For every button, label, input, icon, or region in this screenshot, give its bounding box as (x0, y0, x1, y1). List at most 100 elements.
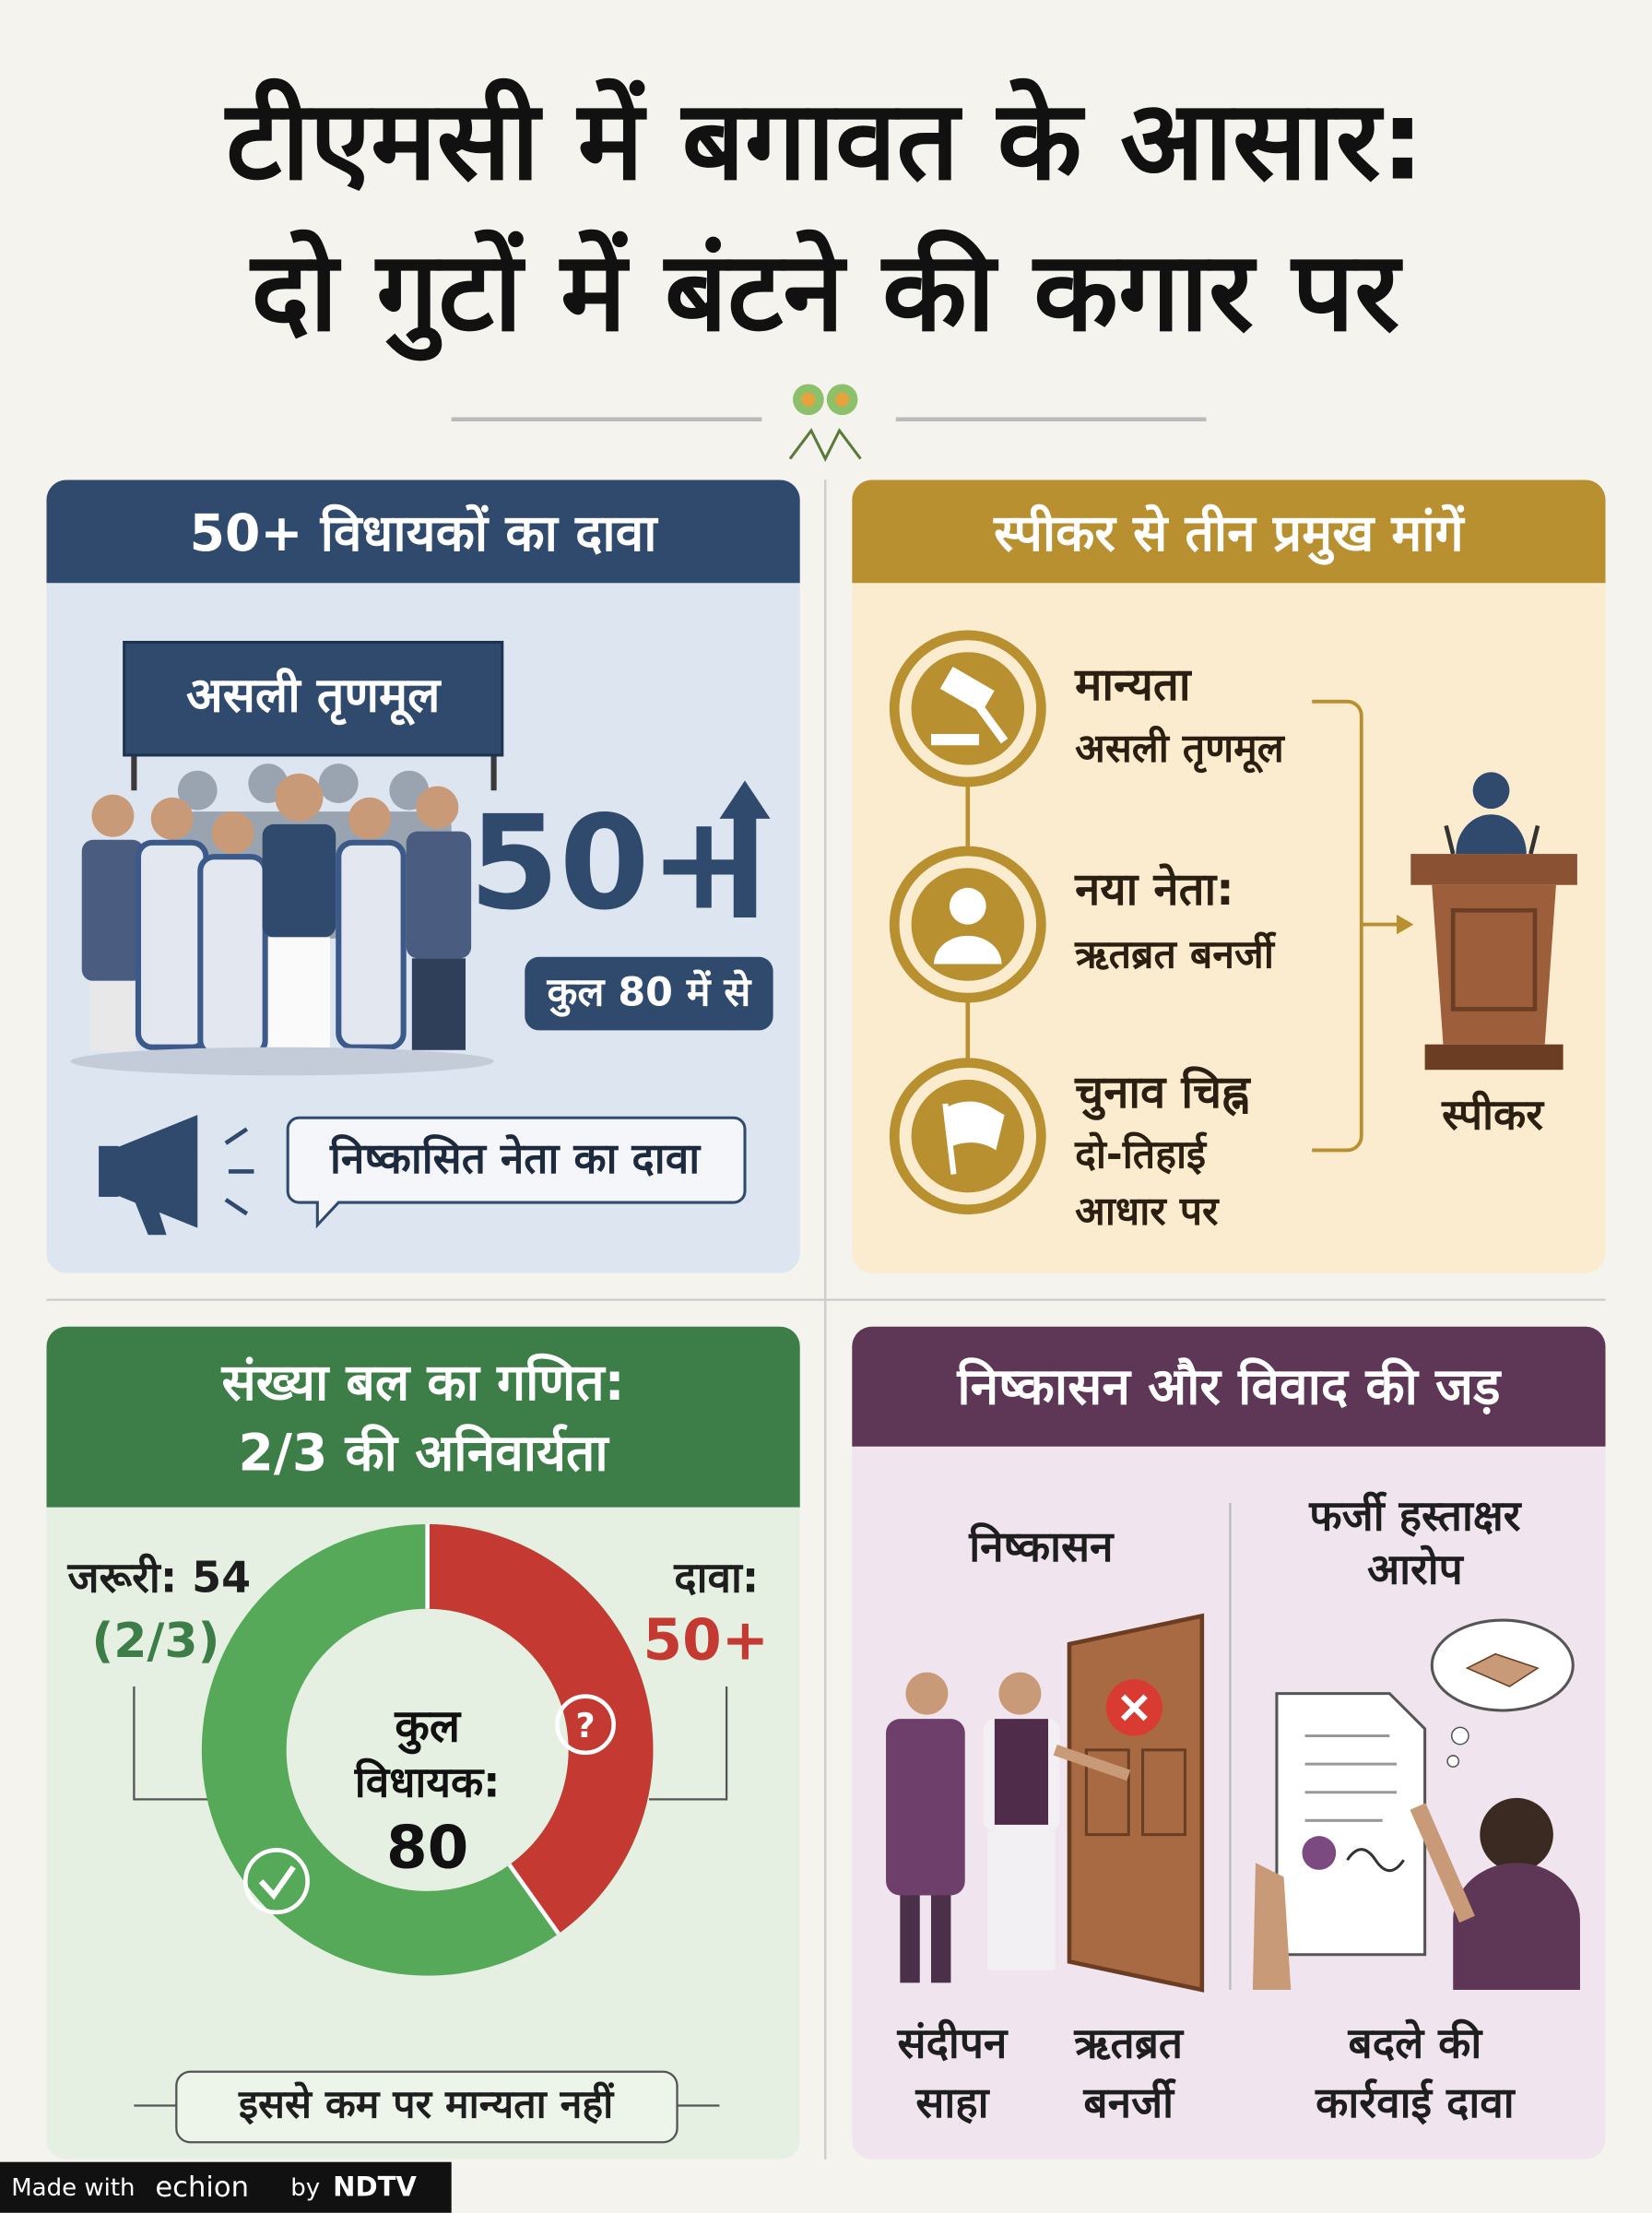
podium-part (1424, 1044, 1564, 1071)
leaders-part (81, 839, 145, 981)
accuser-part (1480, 1797, 1553, 1872)
title-line: दो गुटों में बंटने की कगार पर (249, 228, 1403, 361)
accuser (1410, 1797, 1580, 1990)
up-arrow (719, 780, 771, 917)
banner-text: असली तृणमूल (186, 668, 442, 727)
figure-note: कुल 80 में से (547, 969, 753, 1018)
megaphone-part (99, 1145, 119, 1197)
expelled-leaders-part (987, 1831, 1056, 1970)
podium-part (1432, 884, 1556, 1045)
accuser-part (1453, 1863, 1580, 1990)
accuser-part (1410, 1803, 1475, 1923)
divider-part (801, 392, 816, 407)
claim-value: 50+ (643, 1608, 769, 1674)
claim-panel-part (123, 640, 504, 757)
leaders-part (336, 839, 407, 1050)
demand-icon-part (939, 667, 995, 713)
demands-panel-part (852, 479, 1606, 1273)
podium-part (1456, 814, 1527, 855)
podium-part (1444, 824, 1456, 855)
panel-heading: संख्या बल का गणित: (221, 1353, 625, 1412)
required-label: जरूरी: 54 (66, 1553, 251, 1603)
expelled-leaders-part (900, 1895, 920, 1983)
note-box (525, 956, 773, 1031)
door-part (1067, 1613, 1205, 1993)
demand-text: ऋतब्रत बनर्जी (1074, 930, 1277, 977)
target-label: स्पीकर (1441, 1090, 1545, 1140)
footer-brand: echion (155, 2172, 249, 2204)
document-part (1346, 1848, 1405, 1873)
leaders-part (416, 786, 459, 829)
megaphone-part (224, 1127, 254, 1216)
megaphone (99, 1115, 254, 1236)
footer: Made with echion by NDTV (0, 2161, 452, 2213)
demand-title: नया नेता: (1074, 863, 1234, 916)
demand-icon-part (934, 935, 1002, 964)
big-figure: 50+ (469, 788, 759, 940)
person-name: ऋतब्रत (1073, 2018, 1185, 2068)
divider-part (834, 392, 850, 407)
megaphone-part (134, 1200, 167, 1236)
footer-part (0, 2161, 452, 2213)
donut-part (555, 1694, 616, 1756)
demand-icon-part (949, 887, 986, 925)
expelled-leaders-part (1053, 1745, 1131, 1781)
column-title: फर्जी हस्ताक्षर (1308, 1490, 1522, 1540)
caption: बदले की (1348, 2018, 1484, 2068)
thought-bubble (1430, 1618, 1575, 1768)
podium (1410, 772, 1577, 1071)
column-title: निष्कासन (968, 1521, 1115, 1571)
panel-heading: 50+ विधायकों का दावा (190, 503, 659, 562)
demands-panel: स्पीकर से तीन प्रमुख मांगें मान्यता असली… (852, 479, 1606, 1273)
divider (451, 384, 1207, 463)
required-fraction: (2/3) (91, 1614, 219, 1669)
document-part (1275, 1692, 1427, 1957)
door-part (1084, 1748, 1130, 1837)
claim-panel-part (46, 479, 800, 584)
megaphone-part (110, 1115, 198, 1228)
door-part (1141, 1748, 1186, 1837)
footer-partner: NDTV (333, 2172, 417, 2203)
panel-heading: निष्कासन और विवाद की जड़ (956, 1357, 1502, 1416)
donut-part (507, 1864, 560, 1935)
door (1067, 1613, 1205, 1993)
expelled-leaders-part (994, 1719, 1049, 1825)
divider-part (788, 428, 862, 463)
center-label: कुल (394, 1699, 462, 1754)
donut-part (258, 1865, 296, 1900)
demand-icon (889, 630, 1046, 787)
leaders-part (89, 980, 136, 1052)
crowd-part (177, 770, 218, 811)
leaders-part (135, 839, 209, 1050)
donut-part (427, 1523, 654, 1935)
door-part (1120, 1694, 1148, 1722)
expulsion-panel-part (852, 1326, 1606, 1447)
title-line: टीएमसी में बगावत के आसार: (224, 77, 1424, 206)
demand-title: मान्यता (1074, 658, 1193, 711)
math-footer: इससे कम पर मान्यता नहीं (238, 2080, 615, 2127)
donut-part (242, 1848, 310, 1915)
podium-part (1528, 824, 1540, 855)
panel-heading: 2/3 की अनिवार्यता (239, 1424, 610, 1483)
leaders-part (406, 831, 472, 959)
expelled-leaders (886, 1672, 1131, 1983)
demand-icon-part (942, 1103, 957, 1175)
math-panel-part (46, 1326, 800, 2160)
demand-text: आधार पर (1075, 1189, 1220, 1235)
demand-title: चुनाव चिह्न (1074, 1066, 1251, 1120)
bracket-arrow (1397, 914, 1414, 935)
podium-part (1450, 907, 1538, 1012)
expelled-leaders-part (905, 1672, 949, 1715)
leaders-part (267, 937, 331, 1058)
person-name: साहा (914, 2077, 990, 2127)
callout-text: निष्कासित नेता का दावा (329, 1133, 702, 1183)
expelled-leaders-part (998, 1672, 1042, 1715)
document-part (1252, 1863, 1292, 1990)
math-panel-part (46, 1326, 800, 1508)
leaders-part (262, 823, 336, 938)
document (1252, 1692, 1427, 1990)
leaders-part (70, 1047, 494, 1076)
document-part (1302, 1836, 1337, 1870)
